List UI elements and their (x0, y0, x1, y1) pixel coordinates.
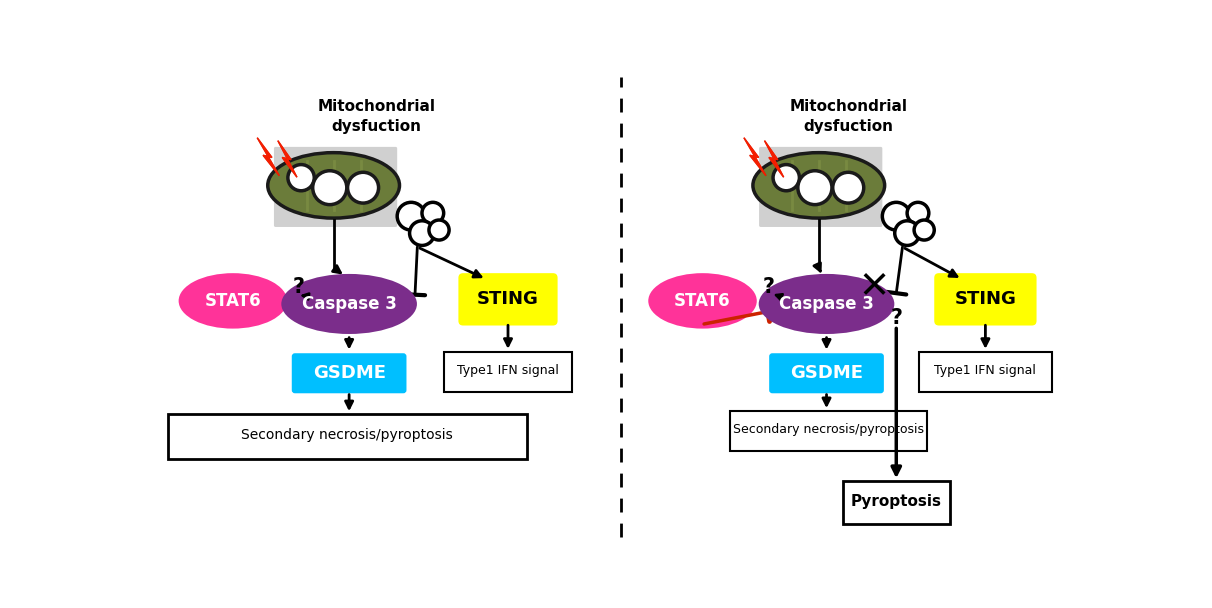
Circle shape (422, 202, 444, 224)
Text: GSDME: GSDME (790, 364, 863, 382)
Polygon shape (278, 140, 297, 177)
Text: STAT6: STAT6 (674, 292, 731, 310)
Circle shape (313, 171, 347, 205)
Circle shape (429, 220, 450, 240)
FancyBboxPatch shape (759, 147, 882, 227)
Polygon shape (744, 138, 766, 176)
FancyBboxPatch shape (934, 273, 1036, 325)
Text: STAT6: STAT6 (205, 292, 262, 310)
FancyBboxPatch shape (842, 481, 950, 524)
Circle shape (797, 171, 831, 205)
Text: Caspase 3: Caspase 3 (302, 295, 396, 313)
Polygon shape (765, 140, 784, 177)
FancyBboxPatch shape (919, 351, 1052, 392)
Text: STING: STING (955, 291, 1017, 308)
Circle shape (914, 220, 934, 240)
FancyBboxPatch shape (274, 147, 398, 227)
Text: ?: ? (891, 308, 902, 328)
Circle shape (348, 172, 378, 203)
Text: STING: STING (478, 291, 539, 308)
FancyBboxPatch shape (167, 414, 526, 458)
FancyBboxPatch shape (731, 411, 926, 451)
Ellipse shape (753, 153, 885, 218)
Circle shape (773, 165, 800, 191)
Circle shape (288, 165, 314, 191)
Circle shape (410, 221, 434, 246)
Text: Mitochondrial: Mitochondrial (318, 98, 435, 114)
Ellipse shape (178, 273, 287, 328)
Circle shape (882, 202, 910, 230)
Ellipse shape (759, 274, 894, 334)
Text: GSDME: GSDME (313, 364, 385, 382)
Text: dysfuction: dysfuction (804, 119, 893, 134)
Polygon shape (257, 138, 279, 176)
Text: Secondary necrosis/pyroptosis: Secondary necrosis/pyroptosis (733, 423, 925, 436)
FancyBboxPatch shape (770, 353, 884, 393)
Text: Caspase 3: Caspase 3 (779, 295, 874, 313)
Ellipse shape (648, 273, 756, 328)
Polygon shape (278, 140, 297, 177)
Polygon shape (765, 140, 784, 177)
Text: Type1 IFN signal: Type1 IFN signal (934, 364, 1036, 377)
FancyBboxPatch shape (292, 353, 406, 393)
Text: Type1 IFN signal: Type1 IFN signal (457, 364, 559, 377)
Text: ?: ? (293, 277, 304, 297)
FancyBboxPatch shape (458, 273, 558, 325)
Text: Pyroptosis: Pyroptosis (851, 494, 942, 508)
Polygon shape (257, 138, 279, 176)
Ellipse shape (268, 153, 400, 218)
Text: Secondary necrosis/pyroptosis: Secondary necrosis/pyroptosis (241, 428, 452, 442)
Text: Mitochondrial: Mitochondrial (789, 98, 908, 114)
Text: ?: ? (762, 277, 774, 297)
Circle shape (398, 202, 425, 230)
Circle shape (894, 221, 920, 246)
Polygon shape (744, 138, 766, 176)
Ellipse shape (281, 274, 417, 334)
Circle shape (907, 202, 928, 224)
FancyBboxPatch shape (445, 351, 572, 392)
Text: dysfuction: dysfuction (331, 119, 422, 134)
Circle shape (833, 172, 864, 203)
